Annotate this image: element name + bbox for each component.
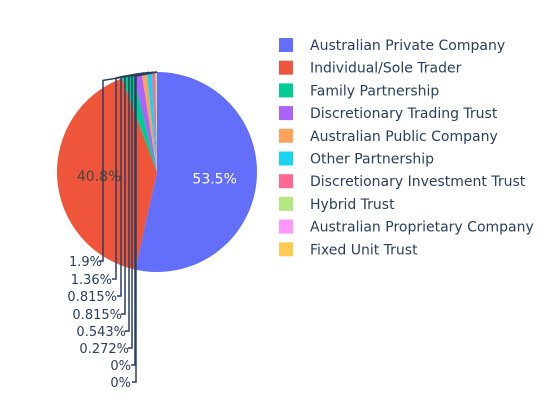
slice-label-hybrid-trust: 0.272%: [79, 342, 129, 357]
slice-label-discretionary-investment-trust: 0.543%: [76, 325, 126, 340]
legend: Australian Private Company Individual/Sol…: [279, 38, 534, 258]
pie-slice-australian-private-company: [135, 72, 258, 273]
legend-label: Individual/Sole Trader: [310, 61, 462, 77]
legend-label: Hybrid Trust: [310, 197, 395, 213]
pie-slice-discretionary-investment-trust: [151, 72, 157, 172]
slice-label-fixed-unit-trust: 0%: [110, 376, 131, 391]
legend-swatch: [279, 106, 293, 121]
legend-item-other-partnership[interactable]: Other Partnership: [279, 151, 434, 168]
slice-label-individual-sole-trader: 40.8%: [77, 169, 121, 185]
legend-item-fixed-unit-trust[interactable]: Fixed Unit Trust: [279, 242, 418, 258]
legend-swatch: [279, 83, 293, 98]
legend-item-family-partnership[interactable]: Family Partnership: [279, 83, 439, 99]
legend-swatch: [279, 219, 293, 234]
slice-label-family-partnership: 1.9%: [69, 255, 102, 270]
slice-label-australian-proprietary-company: 0%: [110, 359, 131, 374]
pie-slice-discretionary-trading-trust: [133, 73, 157, 172]
legend-item-australian-public-company[interactable]: Australian Public Company: [279, 128, 498, 145]
pie-slice-family-partnership: [121, 74, 157, 172]
leader-line-fixed-unit-trust: [132, 71, 158, 383]
pie-slice-hybrid-trust: [155, 72, 157, 172]
legend-item-hybrid-trust[interactable]: Hybrid Trust: [279, 196, 395, 213]
legend-swatch: [279, 151, 293, 166]
slice-label-other-partnership: 0.815%: [72, 308, 122, 323]
legend-label: Australian Proprietary Company: [310, 220, 534, 236]
legend-label: Discretionary Investment Trust: [310, 174, 526, 190]
legend-label: Fixed Unit Trust: [310, 242, 418, 258]
outside-labels: 1.9% 1.36% 0.815% 0.815% 0.543% 0.272% 0% 0%: [67, 71, 158, 391]
legend-swatch: [279, 174, 293, 189]
legend-item-australian-private-company[interactable]: Australian Private Company: [279, 38, 505, 54]
legend-item-individual-sole-trader[interactable]: Individual/Sole Trader: [279, 61, 462, 77]
pie-slice-australian-public-company: [141, 72, 157, 172]
slice-label-australian-private-company: 53.5%: [192, 171, 236, 187]
legend-swatch: [279, 128, 293, 143]
legend-item-discretionary-investment-trust[interactable]: Discretionary Investment Trust: [279, 174, 526, 190]
inside-labels: 53.5% 40.8%: [77, 169, 237, 187]
legend-label: Australian Public Company: [310, 129, 498, 145]
legend-label: Discretionary Trading Trust: [310, 106, 498, 122]
legend-label: Family Partnership: [310, 83, 439, 99]
legend-swatch: [279, 242, 293, 257]
legend-label: Australian Private Company: [310, 38, 505, 54]
slice-label-australian-public-company: 0.815%: [67, 290, 117, 305]
legend-label: Other Partnership: [310, 152, 434, 168]
legend-item-discretionary-trading-trust[interactable]: Discretionary Trading Trust: [279, 106, 498, 122]
slice-label-discretionary-trading-trust: 1.36%: [71, 273, 112, 288]
legend-swatch: [279, 60, 293, 75]
pie-slice-other-partnership: [146, 72, 157, 172]
legend-swatch: [279, 38, 293, 52]
legend-swatch: [279, 196, 293, 211]
legend-item-australian-proprietary-company[interactable]: Australian Proprietary Company: [279, 219, 534, 236]
